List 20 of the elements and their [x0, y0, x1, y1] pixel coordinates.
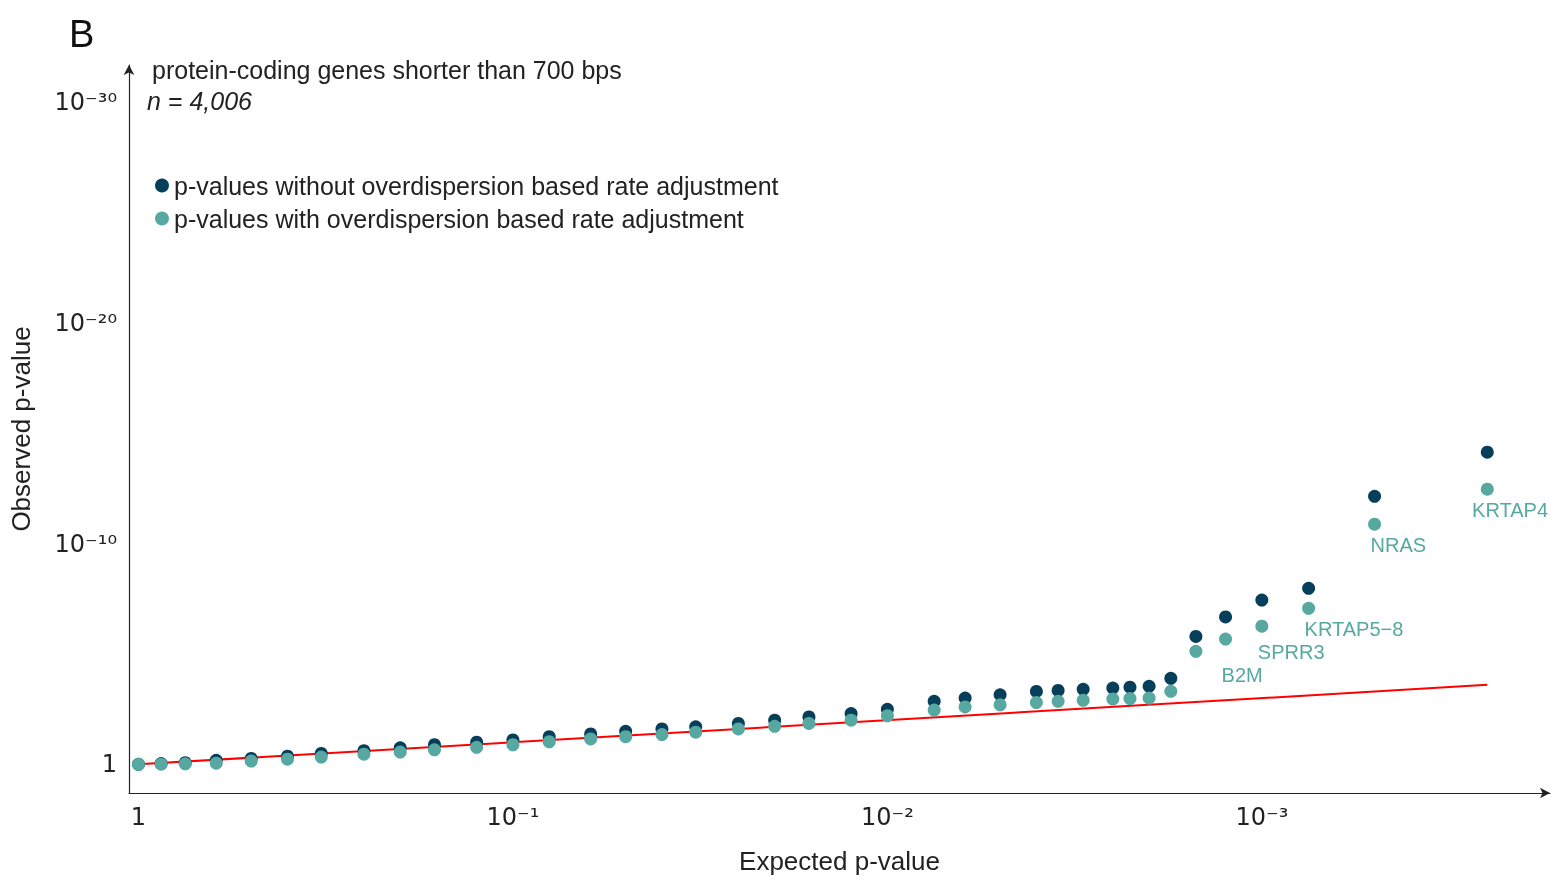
y-tick-label: 1: [101, 750, 117, 779]
annotation: SPRR3: [1257, 641, 1325, 664]
y-axis-title: Observed p-value: [6, 326, 36, 532]
x-tick-label: 10⁻²: [860, 803, 914, 831]
annotation: n = 4,006: [147, 86, 253, 115]
legend-label: p-values with overdispersion based rate adjustment: [174, 204, 744, 233]
annotation: KRTAP5−8: [1304, 618, 1404, 641]
chart-title: B: [69, 13, 95, 55]
legend-label: p-values without overdispersion based rate adjustment: [174, 171, 779, 200]
annotation: B2M: [1221, 664, 1263, 687]
y-tick-label: 10⁻²⁰: [54, 309, 117, 338]
chart-subtitle: protein-coding genes shorter than 700 bps: [152, 55, 622, 84]
x-tick-label: 10⁻³: [1235, 803, 1289, 831]
x-tick-label: 1: [130, 803, 147, 831]
annotation: NRAS: [1370, 534, 1427, 557]
y-tick-label: 10⁻³⁰: [54, 88, 117, 117]
x-tick-label: 10⁻¹: [486, 803, 540, 831]
annotation: KRTAP4: [1472, 499, 1549, 522]
x-axis-title: Expected p-value: [739, 846, 940, 876]
y-tick-label: 10⁻¹⁰: [54, 529, 117, 558]
